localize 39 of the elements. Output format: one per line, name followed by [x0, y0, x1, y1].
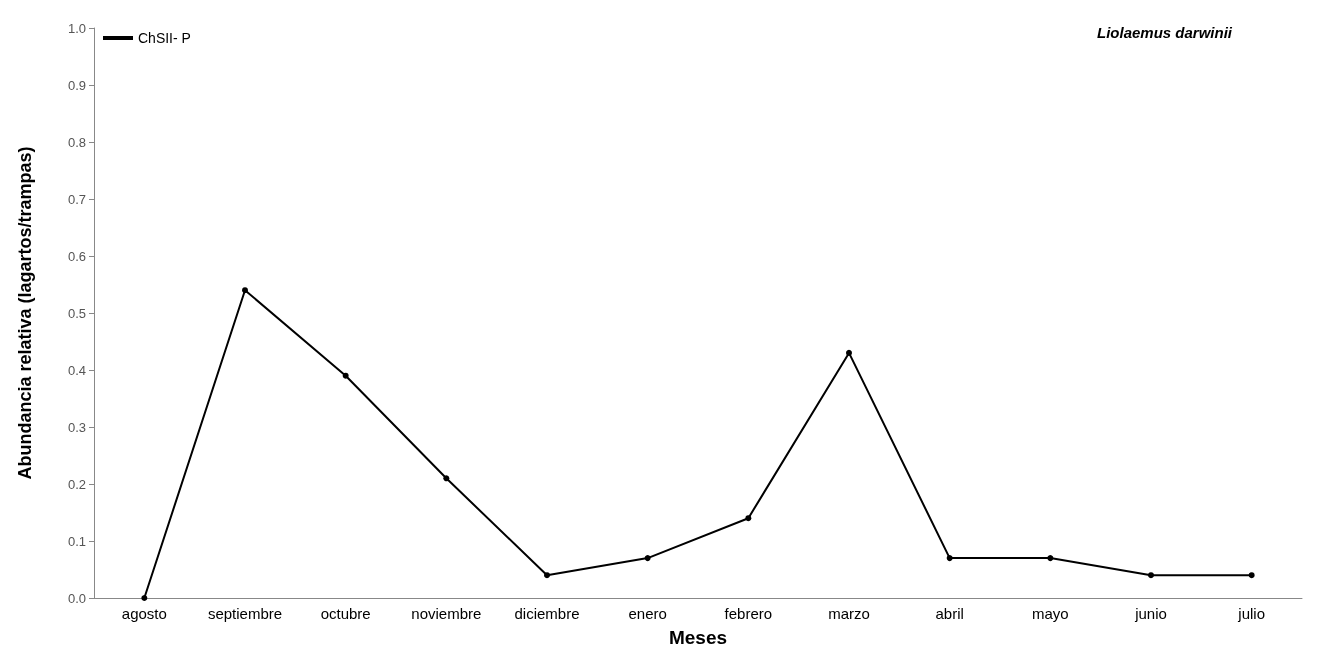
x-tick-label: octubre	[320, 605, 371, 622]
point	[644, 555, 651, 562]
x-tick-label: abril	[935, 605, 964, 622]
y-tick-label: 0.4	[67, 362, 86, 378]
x-tick-label: junio	[1134, 605, 1167, 622]
x-tick-label: marzo	[828, 605, 870, 622]
y-tick-label: 0.6	[67, 248, 86, 264]
x-tick-label: agosto	[121, 605, 167, 622]
y-axis-title: Abundancia relativa (lagartos/trampas)	[15, 146, 35, 480]
point	[1047, 555, 1054, 562]
x-tick-label: diciembre	[514, 605, 580, 622]
legend-label: ChSII- P	[138, 30, 191, 46]
x-tick-label: julio	[1237, 605, 1266, 622]
y-tick-label: 0.9	[67, 77, 86, 93]
x-axis-title: Meses	[668, 627, 728, 648]
y-tick-label: 0.0	[67, 590, 86, 606]
x-tick-label: noviembre	[411, 605, 482, 622]
x-tick-label: mayo	[1031, 605, 1069, 622]
y-tick-label: 0.8	[67, 134, 86, 150]
point	[242, 287, 248, 294]
y-tick-label: 0.3	[67, 419, 86, 435]
point	[946, 555, 953, 562]
y-tick-label: 1.0	[67, 20, 86, 36]
y-tick-label: 0.5	[67, 305, 86, 321]
point	[141, 595, 148, 601]
point	[544, 572, 550, 579]
chart-title: Liolaemus darwinii	[1096, 24, 1233, 41]
point	[342, 372, 349, 379]
y-tick-label: 0.2	[67, 476, 86, 492]
x-tick-label: enero	[628, 605, 667, 622]
point	[846, 349, 852, 356]
x-tick-label: septiembre	[207, 605, 283, 622]
y-tick-label: 0.1	[67, 533, 86, 549]
point	[443, 475, 450, 482]
point	[1148, 572, 1154, 579]
point	[745, 515, 752, 522]
y-tick-label: 0.7	[67, 191, 86, 207]
point	[1248, 572, 1255, 579]
x-tick-label: febrero	[724, 605, 773, 622]
